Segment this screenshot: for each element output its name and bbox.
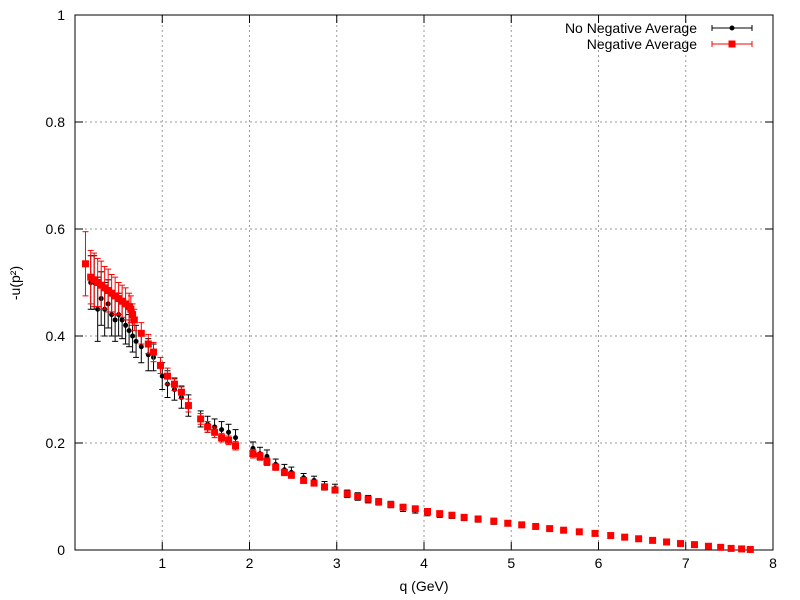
data-point bbox=[129, 311, 137, 319]
y-tick-label: 1 bbox=[57, 7, 65, 23]
data-point bbox=[546, 525, 554, 533]
data-point bbox=[150, 348, 158, 356]
data-point bbox=[436, 510, 444, 518]
y-tick-label: 0.2 bbox=[46, 435, 66, 451]
legend-marker bbox=[728, 40, 736, 48]
axis-ticks: 1 2 3 4 5 6 7 8 0 0.2 0.4 0.6 0.8 1 bbox=[46, 7, 778, 571]
data-point bbox=[218, 434, 226, 442]
x-tick-label: 3 bbox=[333, 555, 341, 571]
data-point bbox=[263, 458, 271, 466]
data-point bbox=[225, 436, 233, 444]
data-point bbox=[738, 545, 746, 553]
data-point bbox=[226, 429, 232, 435]
data-point bbox=[123, 322, 129, 328]
data-point bbox=[717, 543, 725, 551]
data-point bbox=[663, 538, 671, 546]
data-point bbox=[272, 463, 280, 471]
y-axis-label: -u(p²) bbox=[7, 266, 23, 300]
data-point bbox=[474, 515, 482, 523]
x-axis-label: q (GeV) bbox=[399, 578, 448, 594]
data-point bbox=[112, 317, 118, 323]
data-point bbox=[621, 533, 629, 541]
data-point bbox=[575, 528, 583, 536]
data-point bbox=[127, 305, 135, 313]
x-tick-label: 4 bbox=[420, 555, 428, 571]
data-point bbox=[157, 361, 165, 369]
legend-label: No Negative Average bbox=[565, 20, 697, 36]
series-layer bbox=[81, 231, 754, 553]
data-point bbox=[364, 495, 372, 503]
data-point bbox=[321, 483, 329, 491]
x-tick-label: 1 bbox=[158, 555, 166, 571]
data-point bbox=[232, 442, 240, 450]
data-point bbox=[159, 373, 165, 379]
legend-marker bbox=[729, 25, 735, 31]
data-point bbox=[635, 535, 643, 543]
y-tick-label: 0.4 bbox=[46, 328, 66, 344]
data-point bbox=[133, 338, 139, 344]
data-point bbox=[130, 316, 138, 324]
y-tick-label: 0.6 bbox=[46, 221, 66, 237]
data-point bbox=[119, 317, 125, 323]
data-point bbox=[343, 490, 351, 498]
data-point bbox=[375, 498, 383, 506]
data-point bbox=[704, 542, 712, 550]
data-point bbox=[354, 493, 362, 500]
data-point bbox=[300, 476, 308, 484]
data-point bbox=[144, 340, 152, 348]
grid bbox=[75, 15, 773, 550]
data-point bbox=[233, 435, 239, 441]
x-tick-label: 6 bbox=[595, 555, 603, 571]
data-point bbox=[138, 344, 144, 350]
data-point bbox=[109, 312, 115, 318]
data-point bbox=[677, 540, 685, 548]
data-point bbox=[204, 423, 212, 431]
x-tick-label: 5 bbox=[507, 555, 515, 571]
data-point bbox=[490, 517, 498, 525]
data-point bbox=[256, 452, 264, 460]
y-tick-label: 0 bbox=[57, 542, 65, 558]
data-point bbox=[197, 415, 205, 423]
data-point bbox=[518, 521, 526, 529]
data-point bbox=[423, 507, 431, 515]
data-point bbox=[690, 541, 698, 549]
data-point bbox=[137, 329, 145, 337]
data-point bbox=[607, 532, 615, 540]
x-tick-label: 7 bbox=[682, 555, 690, 571]
data-point bbox=[287, 471, 295, 479]
data-point bbox=[727, 544, 735, 552]
x-tick-label: 8 bbox=[769, 555, 777, 571]
data-point bbox=[448, 511, 456, 519]
series-negative-average bbox=[81, 231, 754, 553]
data-point bbox=[504, 519, 512, 527]
data-point bbox=[560, 526, 568, 534]
data-point bbox=[81, 260, 89, 268]
y-tick-label: 0.8 bbox=[46, 114, 66, 130]
data-point bbox=[331, 486, 339, 494]
data-point bbox=[591, 529, 599, 537]
data-point bbox=[387, 501, 395, 509]
data-point bbox=[532, 522, 540, 530]
data-point bbox=[184, 402, 192, 410]
data-point bbox=[280, 468, 288, 476]
data-point bbox=[163, 372, 171, 380]
data-point bbox=[211, 428, 219, 436]
data-point bbox=[219, 427, 225, 433]
data-point bbox=[249, 450, 257, 458]
data-point bbox=[95, 306, 101, 312]
data-point bbox=[460, 513, 468, 521]
data-point bbox=[130, 333, 136, 339]
data-point bbox=[310, 479, 318, 487]
data-point bbox=[649, 536, 657, 544]
data-point bbox=[399, 503, 407, 511]
x-tick-label: 2 bbox=[246, 555, 254, 571]
data-point bbox=[746, 545, 754, 553]
data-point bbox=[177, 388, 185, 396]
data-point bbox=[411, 505, 419, 513]
data-point bbox=[170, 380, 178, 388]
data-point bbox=[126, 328, 132, 334]
legend-label: Negative Average bbox=[587, 36, 697, 52]
